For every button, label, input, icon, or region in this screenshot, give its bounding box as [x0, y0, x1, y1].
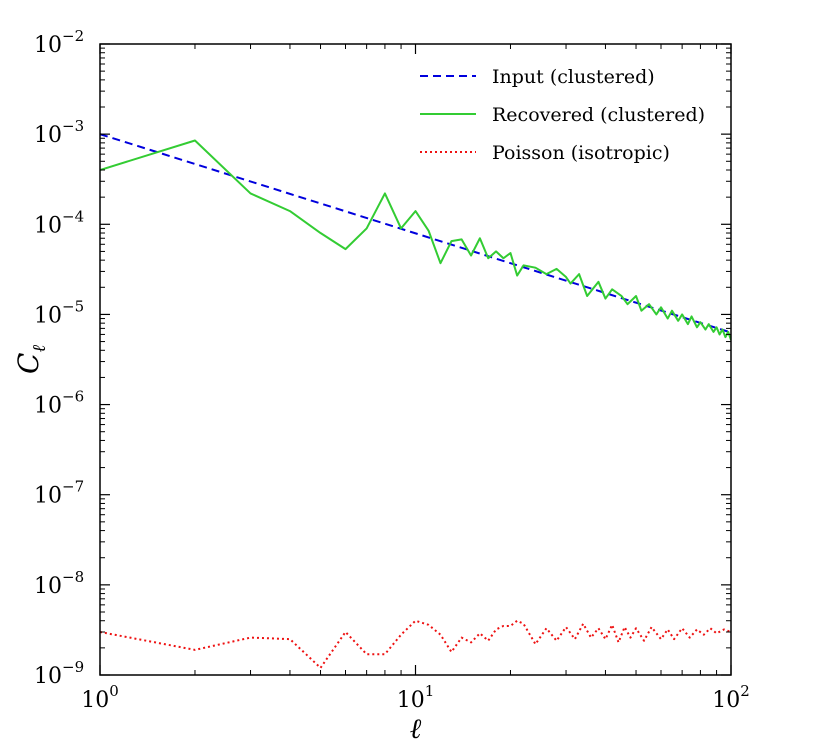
x-tick-label: 102	[712, 682, 750, 713]
legend: Input (clustered) Recovered (clustered) Po…	[420, 66, 705, 164]
legend-label-2: Recovered (clustered)	[492, 104, 705, 126]
y-tick-label: 10−7	[34, 478, 84, 509]
y-axis-label-subscript: ℓ	[29, 345, 50, 353]
y-tick-label: 10−4	[34, 207, 84, 238]
series-layer	[100, 133, 731, 669]
x-tick-label: 100	[81, 682, 119, 713]
legend-label-1: Input (clustered)	[492, 66, 655, 88]
y-tick-label: 10−6	[34, 388, 84, 419]
series-line-2	[100, 139, 731, 341]
y-tick-label: 10−5	[34, 297, 84, 328]
y-tick-label: 10−2	[34, 27, 84, 58]
x-axis-label: ℓ	[410, 712, 422, 745]
y-axis-label: Cℓ	[12, 345, 50, 374]
series-line-1	[100, 133, 731, 334]
y-axis-label-main: C	[12, 353, 45, 374]
y-tick-label: 10−9	[34, 658, 84, 689]
y-tick-label: 10−3	[34, 117, 84, 148]
legend-label-3: Poisson (isotropic)	[492, 142, 670, 164]
series-line-3	[100, 619, 731, 669]
x-tick-label: 101	[397, 682, 435, 713]
tick-layer: 100 101 102 10−9 10−8 10−7 10−6 10−5 10−4 10−3 10−…	[34, 27, 750, 713]
y-tick-label: 10−8	[34, 568, 84, 599]
